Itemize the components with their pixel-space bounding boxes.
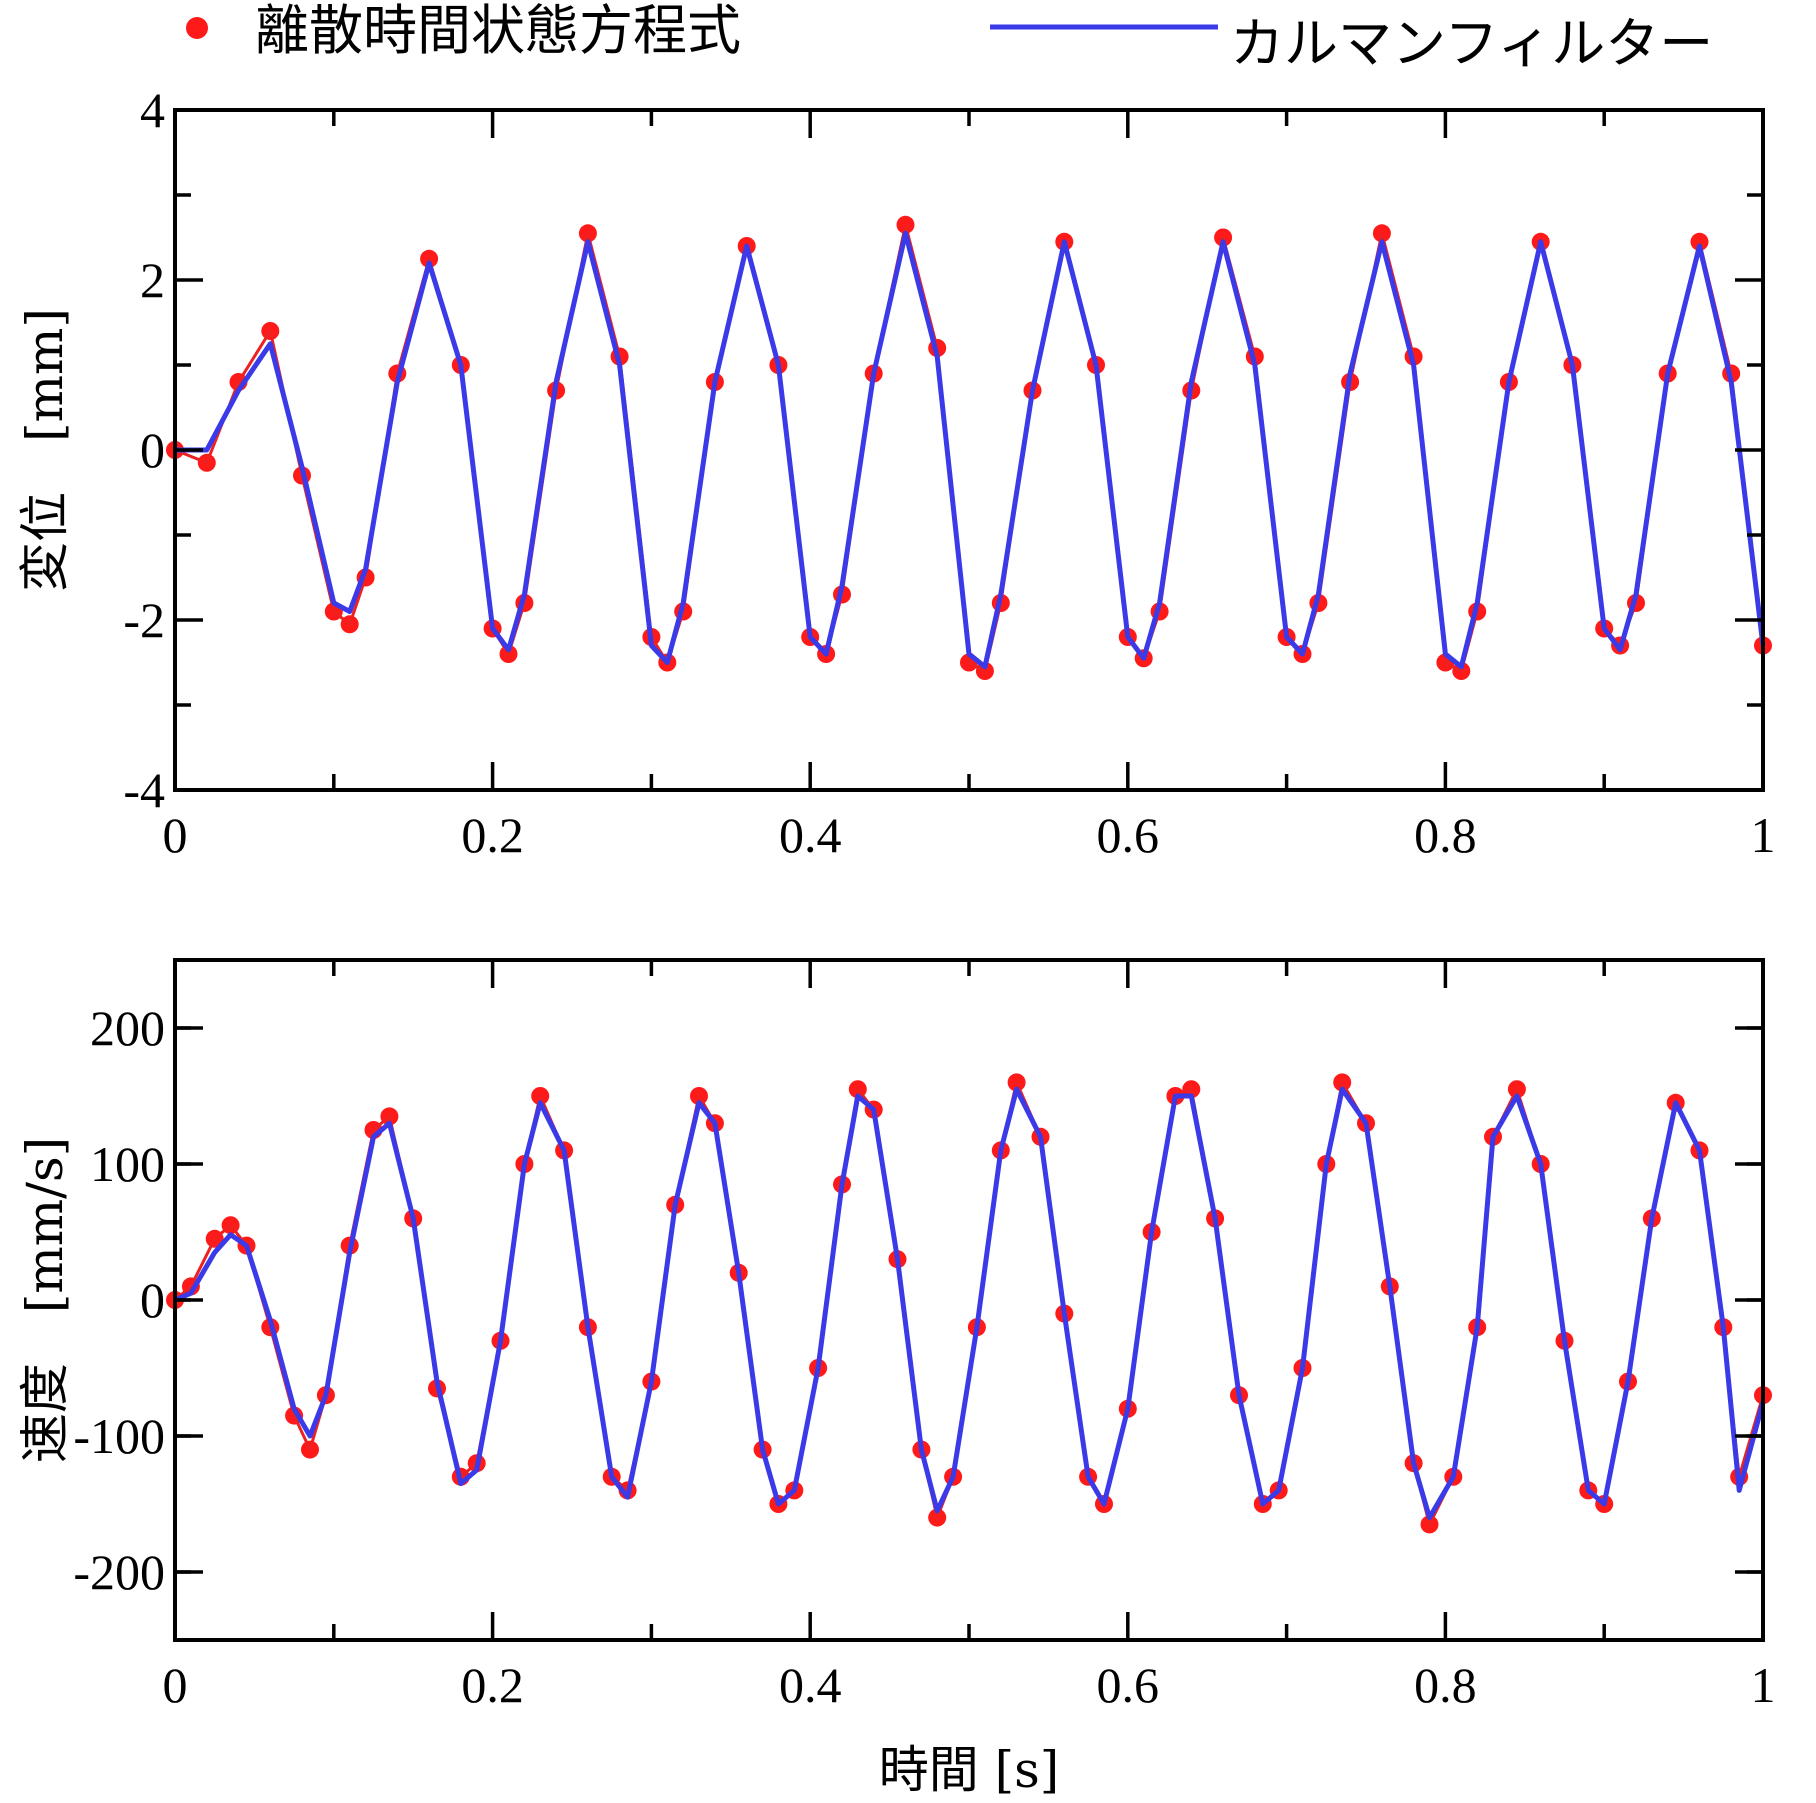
displacement-panel: 0 0.2 0.4 0.6 0.8 1 4 2 0 -2 -4 変位 [mm] [16,82,1776,863]
displacement-x-tick-label: 0 [163,807,188,863]
displacement-kalman-line [175,230,1766,670]
velocity-x-tick-label: 0.8 [1414,1657,1477,1713]
velocity-tick-labels: 0 0.2 0.4 0.6 0.8 1 200 100 0 -100 -200 [73,1000,1775,1713]
velocity-y-tick-label: 200 [90,1000,165,1056]
displacement-y-tick-label: -4 [123,762,165,818]
velocity-y-tick-label: 100 [90,1136,165,1192]
displacement-marker-trace [174,224,1765,674]
legend-marker-swatch [186,17,208,39]
displacement-plot-frame [173,108,1765,792]
velocity-series-line [174,1086,1766,1521]
time-x-axis-title: 時間 [s] [879,1741,1060,1799]
velocity-marker-trace [174,1077,1765,1529]
velocity-x-tick-label: 0.4 [779,1657,842,1713]
displacement-ticks [173,108,1765,792]
displacement-x-tick-label: 0.2 [461,807,524,863]
velocity-plot-frame [173,958,1765,1642]
velocity-x-tick-label: 1 [1751,1657,1776,1713]
displacement-y-tick-label: 4 [140,82,165,138]
displacement-y-axis-title: 変位 [mm] [16,308,74,592]
velocity-x-tick-label: 0.6 [1097,1657,1160,1713]
velocity-x-tick-label: 0.2 [461,1657,524,1713]
displacement-x-tick-label: 0.8 [1414,807,1477,863]
velocity-kalman-line [174,1086,1766,1521]
displacement-y-tick-label: -2 [123,592,165,648]
velocity-x-tick-label: 0 [163,1657,188,1713]
displacement-x-tick-label: 0.4 [779,807,842,863]
velocity-series-trace [174,1077,1765,1529]
displacement-tick-labels: 0 0.2 0.4 0.6 0.8 1 4 2 0 -2 -4 [123,82,1775,863]
velocity-y-tick-label: -100 [73,1408,165,1464]
displacement-x-tick-label: 1 [1751,807,1776,863]
displacement-x-tick-label: 0.6 [1097,807,1160,863]
velocity-ticks [173,960,1765,1640]
velocity-y-tick-label: -200 [73,1544,165,1600]
legend: 離散時間状態方程式 カルマンフィルター [186,0,1713,75]
legend-line-label: カルマンフィルター [1230,12,1713,75]
displacement-series-trace [174,224,1765,674]
displacement-y-tick-label: 2 [140,252,165,308]
displacement-y-tick-label: 0 [140,422,165,478]
velocity-y-axis-title: 速度 [mm/s] [16,1137,74,1463]
legend-markers-label: 離散時間状態方程式 [255,0,741,62]
velocity-y-tick-label: 0 [140,1272,165,1328]
displacement-series-line [175,230,1766,670]
